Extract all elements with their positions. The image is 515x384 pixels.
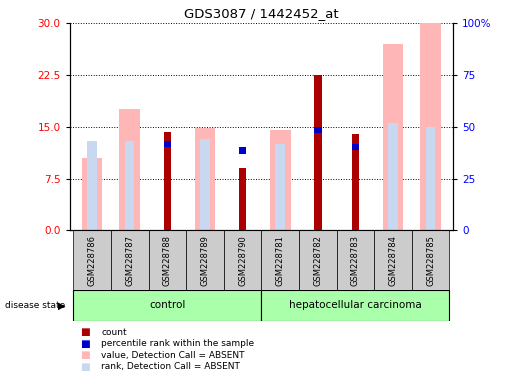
Text: GSM228783: GSM228783 bbox=[351, 235, 360, 286]
Bar bbox=[73, 290, 261, 321]
Bar bbox=[412, 230, 450, 290]
Bar bbox=[82, 158, 102, 230]
Bar bbox=[164, 141, 171, 147]
Text: ▶: ▶ bbox=[58, 300, 65, 310]
Text: disease state: disease state bbox=[5, 301, 65, 310]
Text: ■: ■ bbox=[80, 339, 90, 349]
Bar bbox=[299, 230, 337, 290]
Bar bbox=[125, 141, 134, 230]
Bar bbox=[426, 127, 435, 230]
Text: GSM228781: GSM228781 bbox=[276, 235, 285, 286]
Bar bbox=[88, 141, 97, 230]
Bar bbox=[111, 230, 148, 290]
Text: count: count bbox=[101, 328, 127, 337]
Bar bbox=[352, 144, 359, 150]
Bar bbox=[352, 134, 359, 230]
Text: GSM228789: GSM228789 bbox=[200, 235, 210, 286]
Bar bbox=[239, 168, 246, 230]
Bar bbox=[337, 230, 374, 290]
Text: ■: ■ bbox=[80, 362, 90, 372]
Bar bbox=[388, 123, 398, 230]
Text: ■: ■ bbox=[80, 327, 90, 337]
Text: GSM228784: GSM228784 bbox=[388, 235, 398, 286]
Text: value, Detection Call = ABSENT: value, Detection Call = ABSENT bbox=[101, 351, 245, 360]
Bar bbox=[239, 147, 246, 154]
Bar bbox=[261, 290, 450, 321]
Bar bbox=[200, 139, 210, 230]
Text: GSM228790: GSM228790 bbox=[238, 235, 247, 286]
Text: control: control bbox=[149, 300, 185, 310]
Bar bbox=[276, 144, 285, 230]
Bar bbox=[148, 230, 186, 290]
Bar bbox=[119, 109, 140, 230]
Title: GDS3087 / 1442452_at: GDS3087 / 1442452_at bbox=[184, 7, 339, 20]
Bar bbox=[383, 44, 403, 230]
Text: percentile rank within the sample: percentile rank within the sample bbox=[101, 339, 254, 348]
Text: GSM228787: GSM228787 bbox=[125, 235, 134, 286]
Bar bbox=[261, 230, 299, 290]
Bar bbox=[195, 128, 215, 230]
Text: rank, Detection Call = ABSENT: rank, Detection Call = ABSENT bbox=[101, 362, 241, 371]
Text: GSM228788: GSM228788 bbox=[163, 235, 172, 286]
Text: GSM228782: GSM228782 bbox=[313, 235, 322, 286]
Bar bbox=[164, 132, 171, 230]
Bar bbox=[186, 230, 224, 290]
Bar bbox=[314, 127, 321, 133]
Bar bbox=[73, 230, 111, 290]
Text: GSM228786: GSM228786 bbox=[88, 235, 97, 286]
Text: hepatocellular carcinoma: hepatocellular carcinoma bbox=[289, 300, 422, 310]
Text: ■: ■ bbox=[80, 350, 90, 360]
Bar bbox=[374, 230, 412, 290]
Bar bbox=[224, 230, 261, 290]
Bar bbox=[420, 23, 441, 230]
Bar bbox=[314, 75, 321, 230]
Bar bbox=[270, 130, 290, 230]
Text: GSM228785: GSM228785 bbox=[426, 235, 435, 286]
